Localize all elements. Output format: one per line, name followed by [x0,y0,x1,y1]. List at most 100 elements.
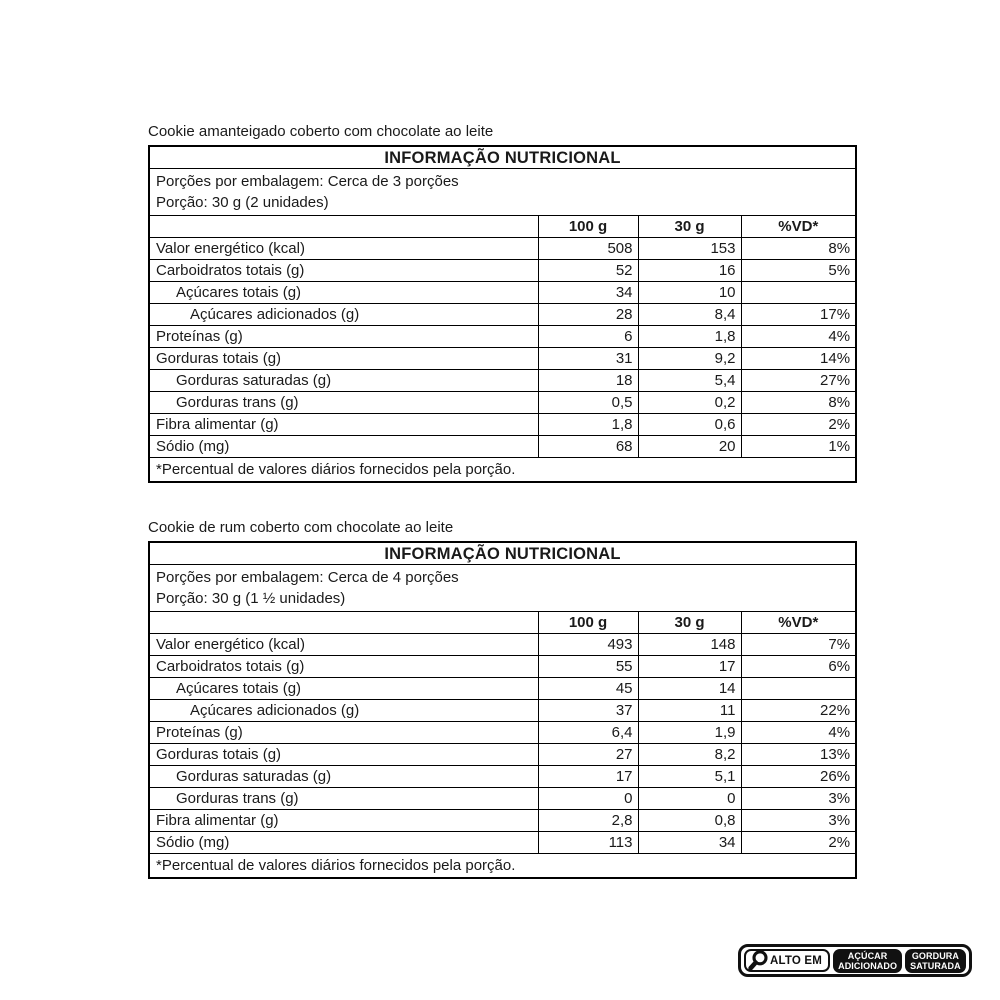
servings-cell: Porções por embalagem: Cerca de 3 porçõe… [148,168,857,216]
table-row: Açúcares totais (g) 45 14 [148,677,857,700]
warning-tag-line: SATURADA [910,960,961,971]
nutrient-label: Fibra alimentar (g) [148,413,539,436]
table-title-row: INFORMAÇÃO NUTRICIONAL [148,145,857,169]
empty-header-cell [148,215,539,238]
servings-per-package: Porções por embalagem: Cerca de 3 porçõe… [156,173,459,190]
value-percent-dv: 1% [740,435,857,458]
servings-row: Porções por embalagem: Cerca de 3 porçõe… [148,168,857,216]
table-row: Carboidratos totais (g) 52 16 5% [148,259,857,282]
table-row: Gorduras totais (g) 31 9,2 14% [148,347,857,370]
nutrition-table-1: INFORMAÇÃO NUTRICIONAL Porções por embal… [148,145,858,483]
value-30g: 0,6 [637,413,742,436]
value-100g: 34 [537,281,639,304]
value-100g: 2,8 [537,809,639,832]
value-30g: 5,1 [637,765,742,788]
col-header-30g: 30 g [637,611,742,634]
high-in-label: ALTO EM [770,954,823,967]
value-100g: 37 [537,699,639,722]
table-title: INFORMAÇÃO NUTRICIONAL [148,541,857,565]
value-percent-dv: 6% [740,655,857,678]
high-in-warning-badge: ALTO EM AÇÚCAR ADICIONADO GORDURA SATURA… [738,944,972,977]
footnote: *Percentual de valores diários fornecido… [148,457,857,483]
nutrient-label: Gorduras totais (g) [148,347,539,370]
nutrient-label: Proteínas (g) [148,325,539,348]
servings-per-package: Porções por embalagem: Cerca de 4 porçõe… [156,569,459,586]
table-row: Gorduras totais (g) 27 8,2 13% [148,743,857,766]
value-100g: 52 [537,259,639,282]
table-row: Fibra alimentar (g) 2,8 0,8 3% [148,809,857,832]
table-title: INFORMAÇÃO NUTRICIONAL [148,145,857,169]
value-100g: 17 [537,765,639,788]
table-row: Proteínas (g) 6,4 1,9 4% [148,721,857,744]
table-title-row: INFORMAÇÃO NUTRICIONAL [148,541,857,565]
nutrient-label: Gorduras saturadas (g) [148,765,539,788]
value-30g: 11 [637,699,742,722]
warning-tag-line: AÇÚCAR [847,950,888,961]
footnote-row: *Percentual de valores diários fornecido… [148,853,857,879]
warning-tag-saturated-fat: GORDURA SATURADA [905,948,966,973]
value-percent-dv: 17% [740,303,857,326]
value-percent-dv: 4% [740,325,857,348]
value-30g: 17 [637,655,742,678]
servings-row: Porções por embalagem: Cerca de 4 porçõe… [148,564,857,612]
value-30g: 5,4 [637,369,742,392]
value-30g: 1,8 [637,325,742,348]
nutrient-label: Proteínas (g) [148,721,539,744]
nutrient-label: Carboidratos totais (g) [148,655,539,678]
value-100g: 6 [537,325,639,348]
value-30g: 16 [637,259,742,282]
value-30g: 8,4 [637,303,742,326]
magnifier-icon [748,950,768,971]
value-percent-dv [740,281,857,304]
nutrient-label: Gorduras totais (g) [148,743,539,766]
value-percent-dv: 26% [740,765,857,788]
nutrient-label: Carboidratos totais (g) [148,259,539,282]
value-percent-dv: 8% [740,237,857,260]
footnote: *Percentual de valores diários fornecido… [148,853,857,879]
warning-tag-added-sugar: AÇÚCAR ADICIONADO [833,948,903,973]
value-30g: 0 [637,787,742,810]
value-100g: 6,4 [537,721,639,744]
nutrient-label: Gorduras trans (g) [148,787,539,810]
table-row: Açúcares adicionados (g) 37 11 22% [148,699,857,722]
col-header-percent-dv: %VD* [740,215,857,238]
footnote-row: *Percentual de valores diários fornecido… [148,457,857,483]
nutrient-label: Fibra alimentar (g) [148,809,539,832]
value-30g: 8,2 [637,743,742,766]
value-30g: 20 [637,435,742,458]
table-row: Fibra alimentar (g) 1,8 0,6 2% [148,413,857,436]
table-row: Açúcares adicionados (g) 28 8,4 17% [148,303,857,326]
col-header-100g: 100 g [537,611,639,634]
value-30g: 9,2 [637,347,742,370]
value-percent-dv: 5% [740,259,857,282]
value-percent-dv: 8% [740,391,857,414]
high-in-pill: ALTO EM [744,949,831,972]
value-30g: 153 [637,237,742,260]
value-100g: 0,5 [537,391,639,414]
table-row: Sódio (mg) 68 20 1% [148,435,857,458]
value-percent-dv: 3% [740,787,857,810]
table-row: Gorduras trans (g) 0,5 0,2 8% [148,391,857,414]
value-percent-dv [740,677,857,700]
nutrient-label: Valor energético (kcal) [148,633,539,656]
table-row: Proteínas (g) 6 1,8 4% [148,325,857,348]
column-header-row: 100 g 30 g %VD* [148,215,857,238]
nutrient-label: Açúcares totais (g) [148,677,539,700]
serving-size: Porção: 30 g (2 unidades) [156,194,329,211]
servings-cell: Porções por embalagem: Cerca de 4 porçõe… [148,564,857,612]
warning-tag-line: GORDURA [911,950,960,961]
value-100g: 18 [537,369,639,392]
product-name-caption: Cookie amanteigado coberto com chocolate… [148,123,494,140]
table-row: Valor energético (kcal) 493 148 7% [148,633,857,656]
table-row: Açúcares totais (g) 34 10 [148,281,857,304]
value-100g: 31 [537,347,639,370]
warning-tag-line: ADICIONADO [838,960,898,971]
value-100g: 28 [537,303,639,326]
nutrient-label: Açúcares adicionados (g) [148,699,539,722]
col-header-30g: 30 g [637,215,742,238]
product-name-caption: Cookie de rum coberto com chocolate ao l… [148,519,454,536]
value-30g: 1,9 [637,721,742,744]
value-30g: 148 [637,633,742,656]
value-100g: 0 [537,787,639,810]
